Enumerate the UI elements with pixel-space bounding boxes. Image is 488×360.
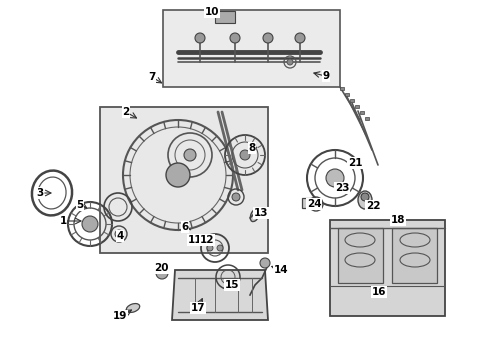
Text: 5: 5 [76,200,83,210]
Circle shape [325,169,343,187]
Circle shape [82,216,98,232]
Text: 16: 16 [371,287,386,297]
Bar [339,87,343,90]
Bar [215,11,235,23]
Circle shape [229,33,240,43]
Circle shape [294,33,305,43]
Text: 13: 13 [253,208,268,218]
Bar [354,105,358,108]
Circle shape [263,33,272,43]
Text: 10: 10 [204,7,219,17]
Text: 17: 17 [190,303,205,313]
Polygon shape [172,270,267,320]
Circle shape [231,193,240,201]
Text: 2: 2 [122,107,129,117]
Bar [349,99,353,102]
Text: 14: 14 [273,265,288,275]
Bar [359,111,363,114]
Text: 6: 6 [181,222,188,232]
Text: 22: 22 [365,201,380,211]
Text: 18: 18 [390,215,405,225]
Circle shape [183,149,196,161]
Bar [329,220,444,316]
Circle shape [286,59,292,65]
Circle shape [217,245,223,251]
Bar [391,228,436,283]
Circle shape [260,258,269,268]
Text: 1: 1 [59,216,66,226]
Text: 24: 24 [306,199,321,209]
Ellipse shape [357,191,371,209]
Text: 7: 7 [148,72,155,82]
Bar [302,198,315,208]
Bar [337,228,382,283]
Bar [364,117,368,120]
Text: 21: 21 [347,158,362,168]
Text: 20: 20 [153,263,168,273]
Text: 9: 9 [322,71,329,81]
Ellipse shape [250,208,259,221]
Text: 4: 4 [116,231,123,241]
Text: 3: 3 [36,188,43,198]
Circle shape [206,245,213,251]
Bar [345,93,348,96]
Circle shape [156,267,168,279]
Polygon shape [163,10,339,87]
Text: 12: 12 [199,235,214,245]
Text: 19: 19 [113,311,127,321]
Text: 23: 23 [334,183,348,193]
Ellipse shape [126,303,140,312]
Text: 15: 15 [224,280,239,290]
Circle shape [312,201,318,207]
Circle shape [360,193,368,201]
Text: 11: 11 [187,235,202,245]
Circle shape [195,33,204,43]
Text: 8: 8 [248,143,255,153]
Polygon shape [100,107,267,253]
Circle shape [115,230,123,238]
Circle shape [240,150,249,160]
Circle shape [165,163,190,187]
